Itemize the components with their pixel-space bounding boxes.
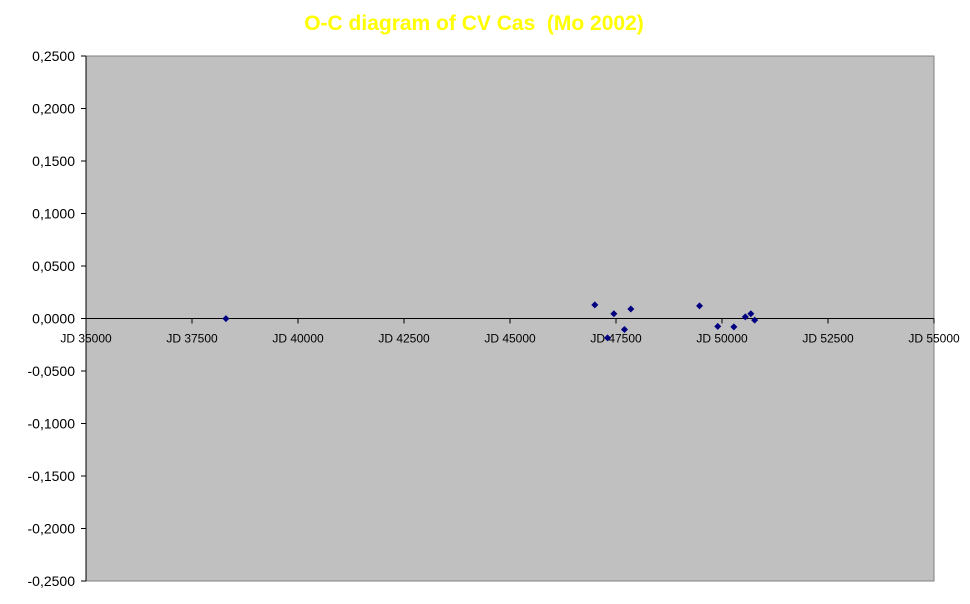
y-tick-label: 0,2500	[32, 48, 75, 64]
y-tick-label: 0,0500	[32, 258, 75, 274]
y-tick-label: 0,1500	[32, 153, 75, 169]
data-point	[591, 301, 599, 309]
y-tick-label: -0,2500	[28, 573, 76, 589]
x-tick-label: JD 55000	[908, 332, 960, 346]
x-axis-ticks: JD 35000 JD 37500 JD 40000 JD 42500 JD 45000…	[60, 318, 960, 346]
x-tick-label: JD 42500	[378, 332, 430, 346]
x-tick-label: JD 47500	[590, 332, 642, 346]
x-tick-label: JD 52500	[802, 332, 854, 346]
data-point	[222, 315, 230, 323]
x-tick-label: JD 50000	[696, 332, 748, 346]
y-tick-label: 0,2000	[32, 101, 75, 117]
y-tick-label: -0,0500	[28, 363, 76, 379]
data-point	[610, 310, 618, 318]
x-tick-label: JD 37500	[166, 332, 218, 346]
data-point	[696, 302, 704, 310]
data-point	[627, 305, 635, 313]
y-tick-label: -0,1500	[28, 468, 76, 484]
data-point	[604, 334, 612, 342]
data-point	[747, 310, 755, 318]
data-point	[714, 322, 722, 330]
data-point	[751, 316, 759, 324]
y-axis-ticks: 0,2500 0,2000 0,1500 0,1000 0,0500 0,0000 -0,0…	[28, 48, 86, 589]
x-tick-label: JD 40000	[272, 332, 324, 346]
chart-title: O-C diagram of CV Cas (Mo 2002)	[304, 12, 644, 35]
y-tick-label: 0,0000	[32, 311, 75, 327]
y-tick-label: -0,2000	[28, 521, 76, 537]
data-point	[730, 323, 738, 331]
data-point	[620, 326, 628, 334]
data-points	[222, 301, 759, 342]
x-tick-label: JD 35000	[60, 332, 112, 346]
y-tick-label: 0,1000	[32, 206, 75, 222]
y-tick-label: -0,1000	[28, 416, 76, 432]
data-point	[741, 313, 749, 321]
x-tick-label: JD 45000	[484, 332, 536, 346]
